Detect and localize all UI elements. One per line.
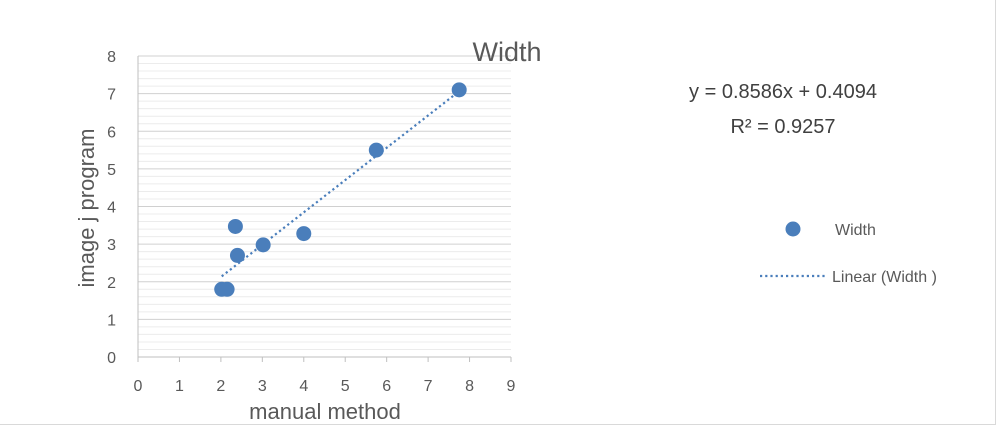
legend-label-width: Width — [835, 222, 876, 239]
x-tick-label: 1 — [175, 378, 184, 395]
data-point — [219, 281, 235, 297]
y-axis-title: image j program — [74, 129, 99, 288]
trendline — [221, 90, 460, 278]
y-tick-label: 8 — [107, 49, 116, 66]
data-point — [255, 237, 271, 253]
legend-marker-width — [785, 221, 801, 237]
trendline-equation: y = 0.8586x + 0.4094 — [689, 81, 877, 103]
data-point — [451, 82, 467, 98]
y-tick-label: 3 — [107, 237, 116, 254]
legend: Width Linear (Width ) — [760, 221, 937, 286]
x-tick-label: 8 — [465, 378, 474, 395]
legend-label-linear: Linear (Width ) — [832, 269, 937, 286]
x-tick-label: 3 — [258, 378, 267, 395]
y-tick-labels: 0 1 2 3 4 5 6 7 8 — [107, 49, 116, 367]
y-tick-label: 4 — [107, 200, 116, 217]
x-tick-label: 0 — [134, 378, 143, 395]
x-tick-label: 9 — [507, 378, 516, 395]
x-tick-label: 6 — [382, 378, 391, 395]
data-points — [214, 82, 467, 297]
axes — [137, 56, 511, 358]
data-point — [368, 142, 384, 158]
y-tick-label: 1 — [107, 312, 116, 329]
x-tick-label: 5 — [341, 378, 350, 395]
y-tick-label: 7 — [107, 87, 116, 104]
x-tick-label: 7 — [424, 378, 433, 395]
data-point — [229, 247, 245, 263]
x-tick-label: 4 — [299, 378, 308, 395]
y-tick-label: 0 — [107, 350, 116, 367]
r-squared-label: R² = 0.9257 — [730, 116, 835, 138]
y-tick-label: 5 — [107, 162, 116, 179]
data-point — [227, 218, 243, 234]
y-tick-label: 6 — [107, 124, 116, 141]
gridlines — [138, 55, 511, 350]
x-tick-labels: 0 1 2 3 4 5 6 7 8 9 — [134, 357, 516, 395]
x-axis-title: manual method — [249, 399, 401, 424]
data-point — [296, 226, 312, 242]
y-tick-label: 2 — [107, 275, 116, 292]
chart-title: Width — [472, 37, 541, 67]
x-tick-label: 2 — [216, 378, 225, 395]
